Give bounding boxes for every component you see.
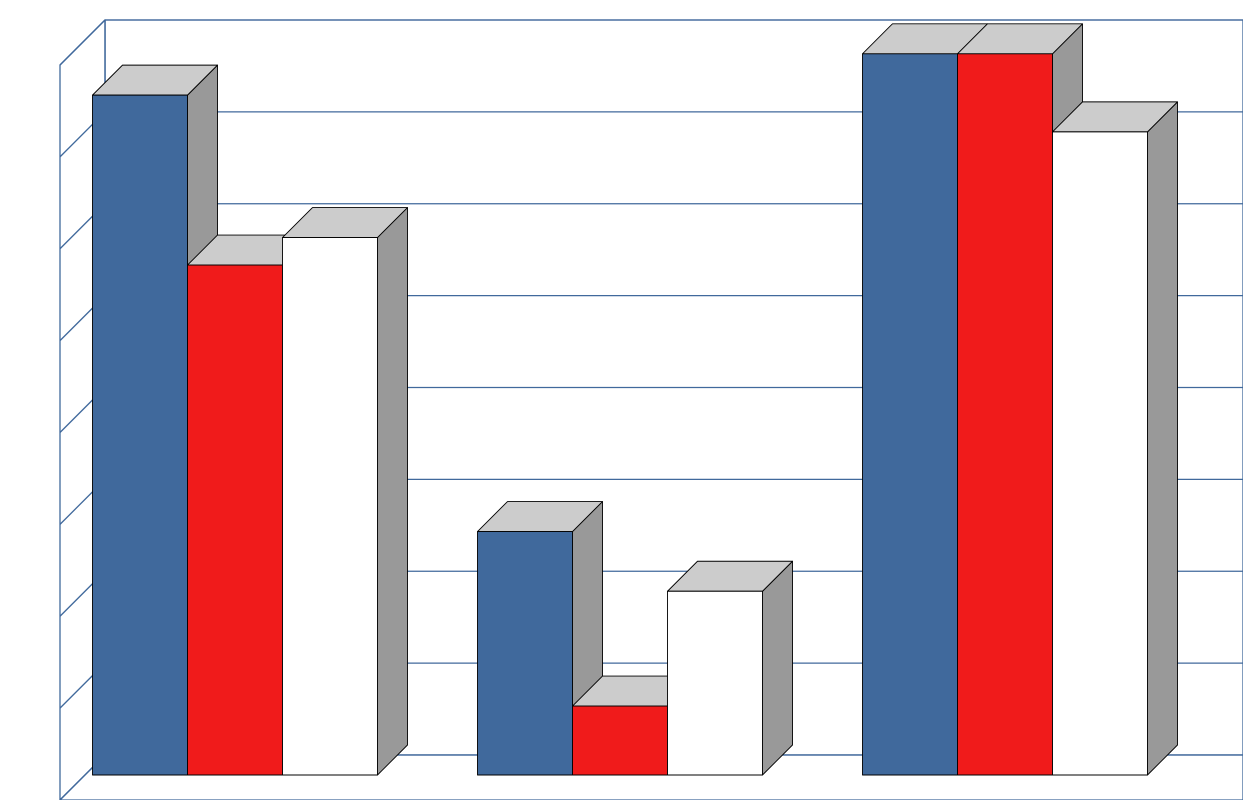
bar xyxy=(668,561,793,775)
bar xyxy=(1053,102,1178,775)
bar-chart-3d xyxy=(0,0,1243,800)
bar xyxy=(283,208,408,775)
